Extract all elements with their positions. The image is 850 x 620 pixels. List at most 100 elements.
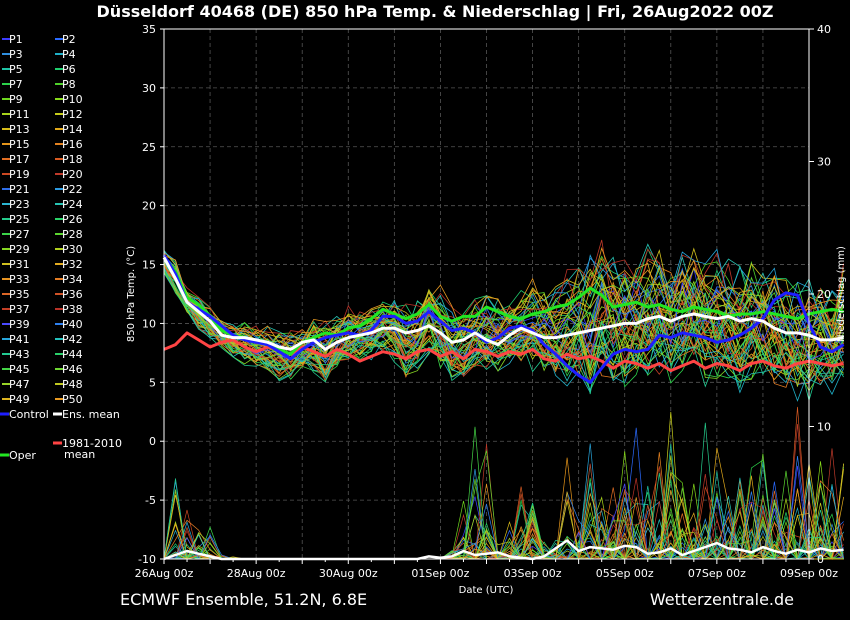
series-ens-mean (162, 256, 844, 351)
legend-label-P26: P26 (62, 213, 83, 226)
y2-tick-label: 30 (817, 156, 831, 169)
legend-label-P17: P17 (9, 153, 30, 166)
legend-label-P4: P4 (62, 48, 76, 61)
legend-label-P3: P3 (9, 48, 23, 61)
member-line-P20 (163, 239, 844, 342)
legend-label-P13: P13 (9, 123, 30, 136)
y-tick-label: -5 (145, 494, 156, 507)
y2-tick-label: 20 (817, 288, 831, 301)
x-tick-label: 07Sep 00z (688, 567, 746, 580)
legend-label-P46: P46 (62, 363, 83, 376)
legend-label-P45: P45 (9, 363, 30, 376)
legend-label-P29: P29 (9, 243, 30, 256)
x-axis-ticks: 26Aug 00z 28Aug 00z 30Aug 00z 01Sep 00z 03Se… (135, 559, 838, 580)
member-line-P46 (163, 271, 844, 379)
legend-label-P10: P10 (62, 93, 83, 106)
y2-axis-ticks: 0 10 20 30 40 (809, 23, 831, 566)
legend-label-P25: P25 (9, 213, 30, 226)
precip-lines (163, 406, 844, 561)
member-line-P24 (163, 243, 844, 342)
legend-label-P43: P43 (9, 348, 30, 361)
y-tick-label: 5 (149, 376, 156, 389)
y-axis-ticks: -10 -5 0 5 10 15 20 25 30 35 (138, 23, 164, 566)
legend-label-P14: P14 (62, 123, 83, 136)
member-line-P33 (163, 266, 844, 374)
legend-label-P35: P35 (9, 288, 30, 301)
legend-label-control: Control (9, 408, 49, 421)
legend-label-P5: P5 (9, 63, 23, 76)
y-axis-label: 850 hPa Temp. (°C) (126, 246, 137, 342)
legend-label-P19: P19 (9, 168, 30, 181)
grid-lines (164, 29, 809, 559)
y-tick-label: 35 (142, 23, 156, 36)
member-line-P23 (163, 269, 844, 384)
y-tick-label: 20 (142, 200, 156, 213)
legend-label-P24: P24 (62, 198, 83, 211)
y-tick-label: 0 (149, 435, 156, 448)
member-line-P41 (163, 248, 844, 347)
legend: P1 P2 P3 P4 P5 P6 P7 P8 P9 P10 P11 P12 P13 P14 P15 P16 P… (0, 33, 122, 462)
member-precip-P12 (164, 411, 844, 561)
x-axis-label: Date (UTC) (459, 585, 514, 596)
y2-tick-label: 10 (817, 421, 831, 434)
member-line-P44 (163, 269, 844, 377)
x-tick-label: 05Sep 00z (596, 567, 654, 580)
legend-label-P27: P27 (9, 228, 30, 241)
legend-label-P22: P22 (62, 183, 83, 196)
legend-label-P34: P34 (62, 273, 83, 286)
y-tick-label: 25 (142, 141, 156, 154)
legend-label-P7: P7 (9, 78, 23, 91)
series-control (162, 254, 845, 384)
y2-tick-label: 40 (817, 23, 831, 36)
legend-label-P20: P20 (62, 168, 83, 181)
legend-label-P16: P16 (62, 138, 83, 151)
member-line-P50 (163, 246, 844, 344)
footer-site: Wetterzentrale.de (650, 590, 794, 609)
legend-label-P23: P23 (9, 198, 30, 211)
x-tick-label: 30Aug 00z (319, 567, 378, 580)
legend-label-P40: P40 (62, 318, 83, 331)
legend-label-P30: P30 (62, 243, 83, 256)
x-tick-label: 09Sep 00z (780, 567, 838, 580)
member-line-P48 (163, 259, 844, 351)
x-tick-label: 03Sep 00z (504, 567, 562, 580)
y2-axis-label: Niederschlag (mm) (836, 246, 847, 342)
x-tick-label: 01Sep 00z (411, 567, 469, 580)
legend-label-P38: P38 (62, 303, 83, 316)
legend-label-P39: P39 (9, 318, 30, 331)
legend-label-oper: Oper (9, 449, 36, 462)
footer-source: ECMWF Ensemble, 51.2N, 6.8E (120, 590, 367, 609)
legend-label-P6: P6 (62, 63, 76, 76)
legend-label-P47: P47 (9, 378, 30, 391)
legend-label-clim-mean-2: mean (64, 448, 95, 461)
legend-label-P1: P1 (9, 33, 23, 46)
y-tick-label: 10 (142, 317, 156, 330)
x-tick-label: 26Aug 00z (135, 567, 194, 580)
legend-label-P50: P50 (62, 393, 83, 406)
legend-label-P32: P32 (62, 258, 83, 271)
legend-label-clim-mean: 1981-2010 (62, 437, 122, 450)
y-tick-label: -10 (138, 553, 156, 566)
legend-label-P2: P2 (62, 33, 76, 46)
legend-label-P31: P31 (9, 258, 30, 271)
y2-tick-label: 0 (817, 553, 824, 566)
legend-label-P49: P49 (9, 393, 30, 406)
legend-label-P21: P21 (9, 183, 30, 196)
legend-label-P9: P9 (9, 93, 23, 106)
legend-label-P33: P33 (9, 273, 30, 286)
y-tick-label: 30 (142, 82, 156, 95)
y-tick-label: 15 (142, 259, 156, 272)
member-line-P43 (163, 272, 844, 402)
legend-label-P11: P11 (9, 108, 30, 121)
member-line-P7 (163, 268, 844, 388)
x-tick-label: 28Aug 00z (227, 567, 286, 580)
legend-label-P15: P15 (9, 138, 30, 151)
legend-label-P28: P28 (62, 228, 83, 241)
legend-label-ens-mean: Ens. mean (62, 408, 120, 421)
legend-label-P8: P8 (62, 78, 76, 91)
legend-label-P42: P42 (62, 333, 83, 346)
member-line-P45 (163, 261, 844, 368)
legend-label-P37: P37 (9, 303, 30, 316)
member-line-P32 (163, 261, 844, 381)
